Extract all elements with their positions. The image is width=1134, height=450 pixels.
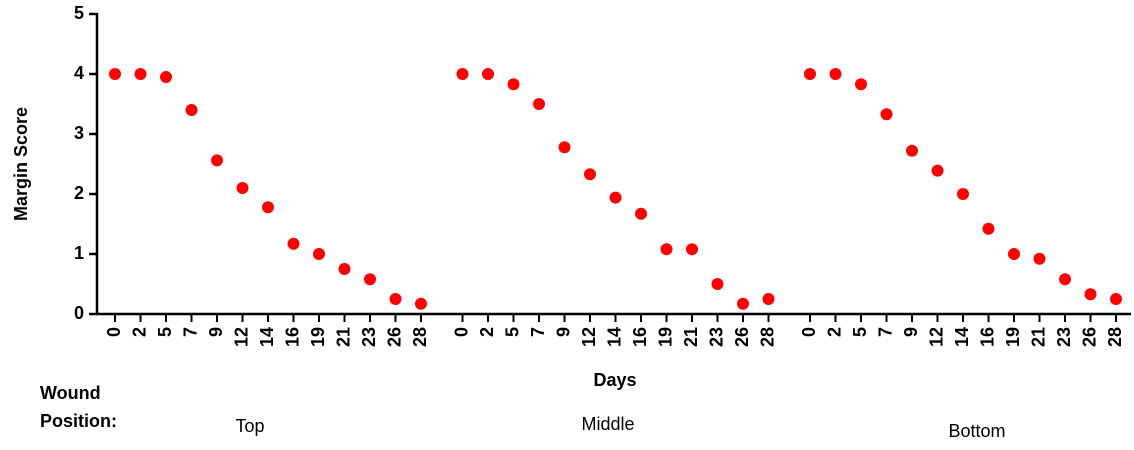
x-tick-label: 28 <box>410 327 430 347</box>
y-tick-label: 0 <box>74 303 84 323</box>
dot <box>109 68 121 80</box>
dot <box>558 141 571 154</box>
dot <box>906 144 918 157</box>
x-tick-label: 28 <box>1105 327 1125 347</box>
x-tick-label: 14 <box>604 327 624 347</box>
x-tick-label: 14 <box>257 327 277 347</box>
x-tick-label: 12 <box>231 327 251 347</box>
dot <box>829 68 842 80</box>
x-tick-label: 2 <box>129 327 149 337</box>
dot <box>982 222 995 235</box>
x-tick-label: 2 <box>477 327 497 337</box>
group-label: Position: <box>40 411 117 431</box>
dot <box>1110 293 1122 305</box>
x-tick-label: 16 <box>977 327 997 347</box>
dot <box>211 154 223 167</box>
dot <box>711 278 724 290</box>
dot <box>134 68 147 80</box>
x-tick-label: 23 <box>359 327 379 347</box>
dot <box>507 78 520 91</box>
x-tick-label: 26 <box>1079 327 1099 347</box>
x-tick-label: 19 <box>655 327 675 347</box>
dot <box>364 273 376 286</box>
x-tick-label: 5 <box>850 327 870 337</box>
dot <box>185 104 198 116</box>
x-tick-label: 7 <box>528 327 548 337</box>
dot <box>236 182 249 194</box>
x-tick-label: 5 <box>502 327 522 337</box>
group-name: Middle <box>581 414 634 434</box>
dot <box>338 263 351 275</box>
dot <box>533 98 545 110</box>
x-tick-label: 23 <box>706 327 726 347</box>
dot <box>1008 248 1020 260</box>
dot <box>1033 252 1046 265</box>
x-tick-label: 9 <box>901 327 921 337</box>
dot <box>313 248 325 260</box>
dot <box>1059 273 1071 286</box>
y-tick-label: 4 <box>74 63 84 83</box>
x-tick-label: 2 <box>824 327 844 337</box>
dot <box>635 207 647 220</box>
group-name: Top <box>235 416 264 436</box>
x-tick-label: 21 <box>681 327 701 347</box>
y-tick-label: 2 <box>74 183 84 203</box>
dot <box>456 68 469 80</box>
dot <box>957 188 969 200</box>
x-tick-label: 26 <box>384 327 404 347</box>
dot <box>880 108 893 121</box>
x-tick-label: 9 <box>206 327 226 337</box>
x-tick-label: 23 <box>1054 327 1074 347</box>
x-axis-label: Days <box>593 370 636 390</box>
group-name: Bottom <box>948 421 1005 441</box>
x-tick-label: 0 <box>104 327 124 337</box>
x-tick-label: 16 <box>282 327 302 347</box>
x-tick-label: 21 <box>333 327 353 347</box>
dot <box>482 68 494 80</box>
x-tick-label: 7 <box>875 327 895 337</box>
x-tick-label: 0 <box>799 327 819 337</box>
group-label: Wound <box>40 383 101 403</box>
x-tick-label: 12 <box>579 327 599 347</box>
x-tick-label: 26 <box>732 327 752 347</box>
x-tick-label: 12 <box>926 327 946 347</box>
dot <box>804 68 816 80</box>
dot <box>660 243 673 256</box>
x-tick-label: 7 <box>180 327 200 337</box>
x-tick-label: 19 <box>308 327 328 347</box>
y-tick-label: 1 <box>74 243 84 263</box>
dot <box>686 243 698 256</box>
dot <box>762 293 775 305</box>
x-tick-label: 21 <box>1028 327 1048 347</box>
x-tick-label: 0 <box>451 327 471 337</box>
y-tick-label: 5 <box>74 3 84 23</box>
dot <box>415 297 427 310</box>
dot <box>389 293 402 305</box>
x-tick-label: 16 <box>630 327 650 347</box>
dot <box>931 164 944 177</box>
x-tick-label: 19 <box>1003 327 1023 347</box>
y-axis-label: Margin Score <box>11 107 31 221</box>
dot <box>1084 288 1097 301</box>
x-tick-label: 28 <box>757 327 777 347</box>
x-tick-label: 5 <box>155 327 175 337</box>
x-tick-label: 14 <box>952 327 972 347</box>
dot <box>609 191 622 204</box>
y-tick-label: 3 <box>74 123 84 143</box>
dot <box>584 168 596 181</box>
dot <box>262 201 274 214</box>
dot <box>160 71 172 83</box>
x-tick-label: 9 <box>553 327 573 337</box>
dot <box>855 78 867 91</box>
dot <box>737 297 749 310</box>
dot <box>287 237 300 250</box>
